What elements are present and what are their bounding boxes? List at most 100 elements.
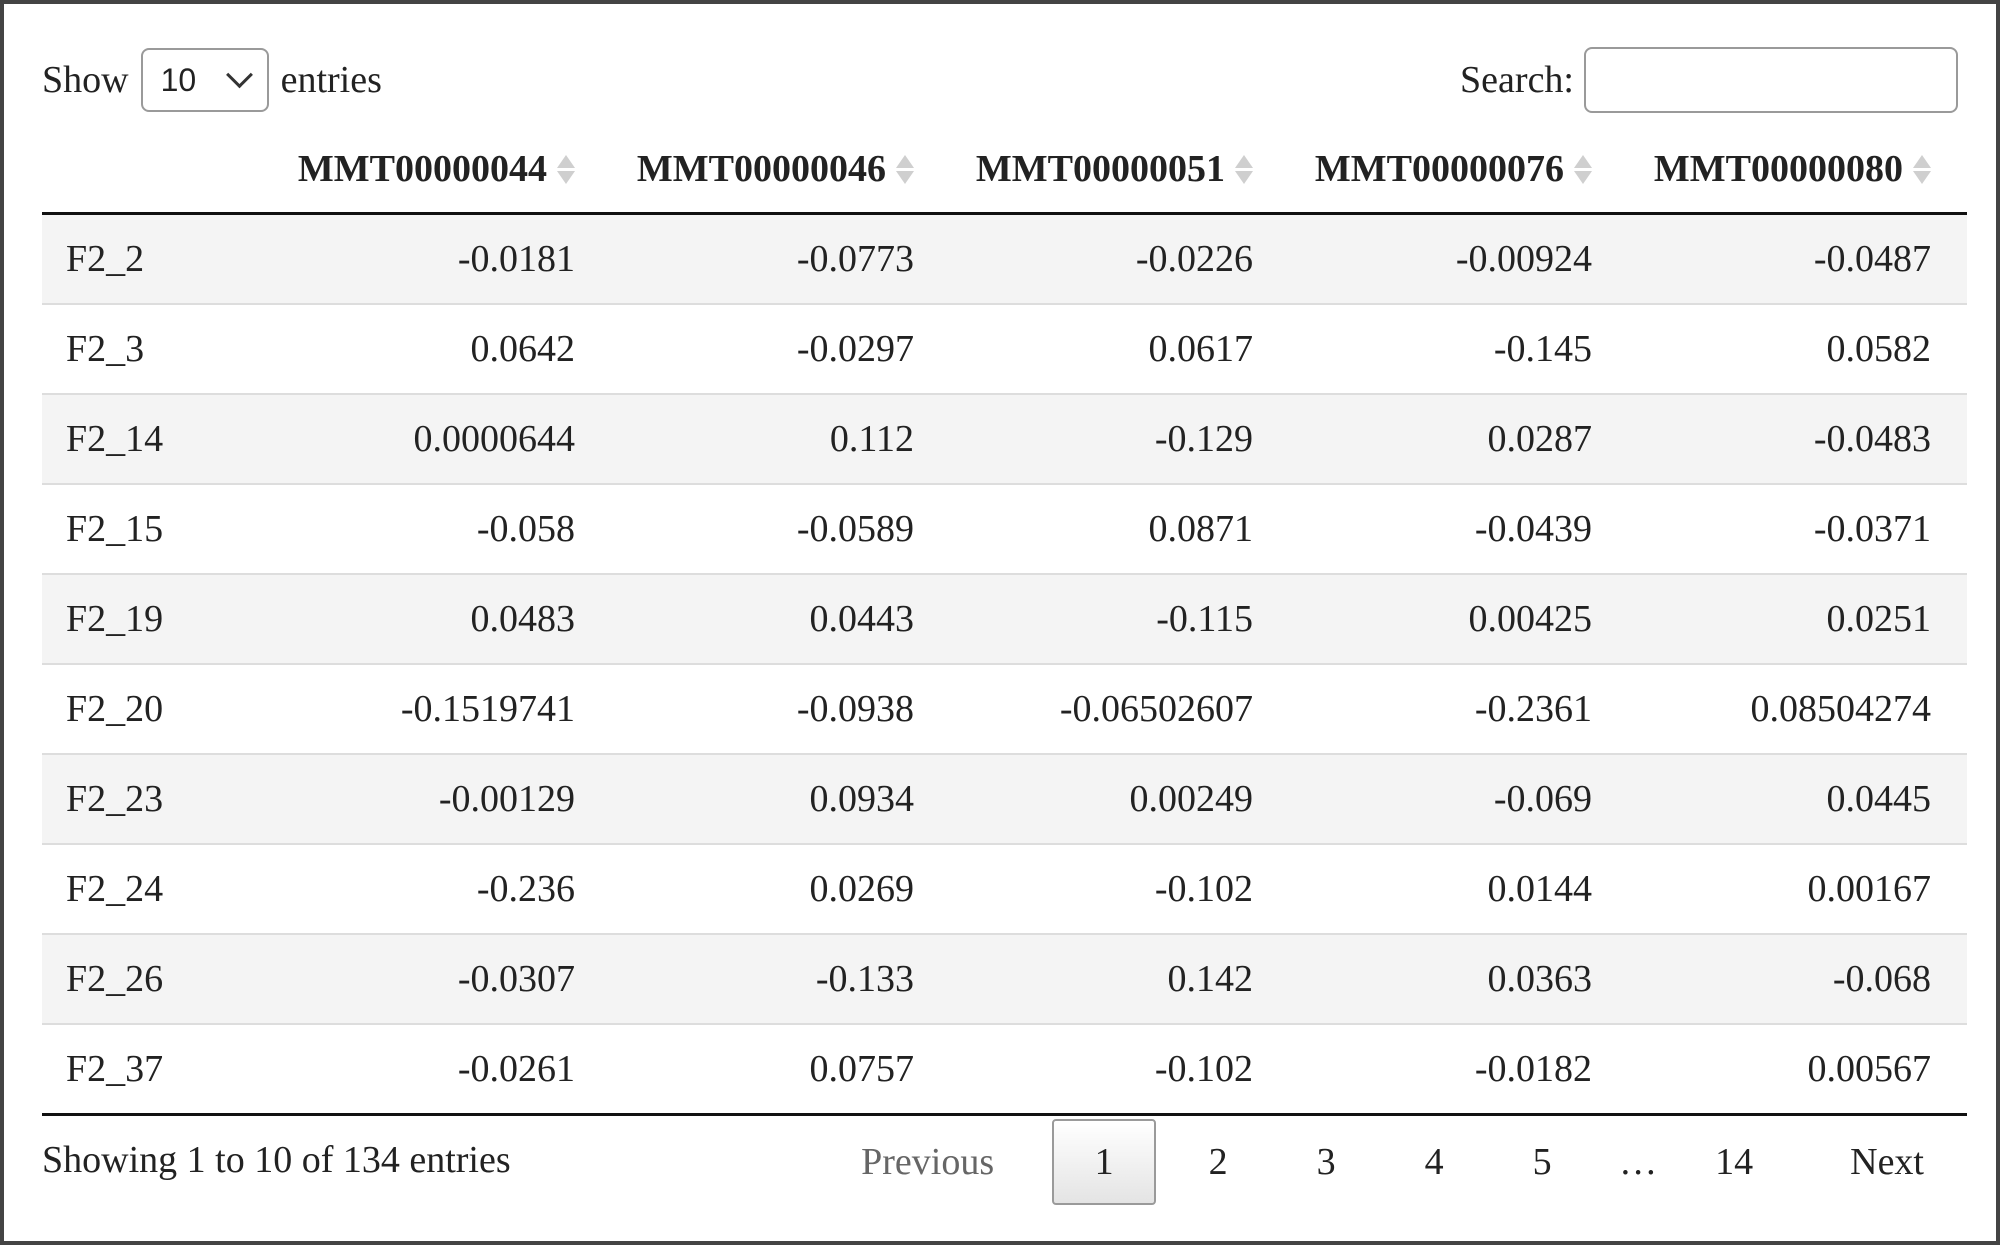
table-row: F2_20 -0.1519741 -0.0938 -0.06502607 -0.2361… [42, 663, 1967, 754]
table-cell: -0.0307 [272, 933, 611, 1024]
pagination: Previous 1 2 3 4 5 … 14 Next [811, 1118, 1936, 1206]
table-cell: 0.0642 [272, 303, 611, 394]
sort-desc-icon [557, 170, 575, 184]
table-cell: -0.00129 [272, 753, 611, 844]
page-button-1[interactable]: 1 [1052, 1119, 1157, 1205]
sort-icon [1574, 154, 1592, 184]
table-cell: -0.0261 [272, 1023, 611, 1116]
table-cell: -0.0226 [950, 213, 1289, 304]
previous-page-button[interactable]: Previous [861, 1141, 995, 1183]
table-cell: 0.142 [950, 933, 1289, 1024]
table-row: F2_15 -0.058 -0.0589 0.0871 -0.0439 -0.0371 [42, 483, 1967, 574]
table-row: F2_14 0.0000644 0.112 -0.129 0.0287 -0.0483 [42, 393, 1967, 484]
column-header[interactable]: MMT00000044 [272, 126, 611, 215]
table-cell: -0.0439 [1289, 483, 1628, 574]
sort-icon [1235, 154, 1253, 184]
table-header: MMT00000044 MMT00000046 MMT00000051 MMT0000… [42, 126, 1967, 215]
table-row: F2_23 -0.00129 0.0934 0.00249 -0.069 0.0445 [42, 753, 1967, 844]
table-cell: -0.06502607 [950, 663, 1289, 754]
column-header-label: MMT00000080 [1653, 148, 1903, 190]
table-cell: -0.145 [1289, 303, 1628, 394]
sort-asc-icon [896, 154, 914, 168]
column-header[interactable]: MMT00000046 [611, 126, 950, 215]
row-name-cell: F2_23 [42, 753, 272, 844]
entries-per-page-select[interactable]: 10 [140, 48, 269, 112]
page-button-14[interactable]: 14 [1715, 1141, 1754, 1183]
column-header[interactable]: MMT00000076 [1289, 126, 1628, 215]
search-input[interactable] [1584, 47, 1958, 113]
table-cell: 0.0483 [272, 573, 611, 664]
table-cell: -0.102 [950, 1023, 1289, 1116]
table-cell: -0.1519741 [272, 663, 611, 754]
table-cell: -0.0487 [1628, 213, 1967, 304]
row-name-cell: F2_24 [42, 843, 272, 934]
column-header-content: MMT00000076 [1315, 147, 1592, 191]
page-button-3[interactable]: 3 [1316, 1141, 1336, 1183]
table-cell: 0.0144 [1289, 843, 1628, 934]
data-table: MMT00000044 MMT00000046 MMT00000051 MMT0000… [42, 126, 1967, 1116]
table-cell: -0.068 [1628, 933, 1967, 1024]
table-cell: -0.0938 [611, 663, 950, 754]
column-header-content: MMT00000044 [298, 147, 575, 191]
row-name-cell: F2_14 [42, 393, 272, 484]
chevron-down-icon [225, 60, 253, 88]
row-name-cell: F2_2 [42, 213, 272, 304]
table-cell: 0.0871 [950, 483, 1289, 574]
row-name-cell: F2_15 [42, 483, 272, 574]
page-button-5[interactable]: 5 [1532, 1141, 1552, 1183]
table-row: F2_2 -0.0181 -0.0773 -0.0226 -0.00924 -0.0487 [42, 213, 1967, 304]
table-cell: -0.00924 [1289, 213, 1628, 304]
sort-icon [1913, 154, 1931, 184]
column-header-label: MMT00000044 [297, 148, 547, 190]
table-cell: 0.0251 [1628, 573, 1967, 664]
column-header-content: MMT00000051 [976, 147, 1253, 191]
table-row: F2_3 0.0642 -0.0297 0.0617 -0.145 0.0582 [42, 303, 1967, 394]
table-cell: 0.0617 [950, 303, 1289, 394]
table-cell: 0.08504274 [1628, 663, 1967, 754]
sort-desc-icon [1235, 170, 1253, 184]
sort-icon [896, 154, 914, 184]
table-cell: 0.0443 [611, 573, 950, 664]
search-control: Search: [1460, 46, 1958, 114]
sort-desc-icon [896, 170, 914, 184]
table-cell: 0.0934 [611, 753, 950, 844]
table-cell: 0.00167 [1628, 843, 1967, 934]
column-header[interactable]: MMT00000051 [950, 126, 1289, 215]
sort-asc-icon [1235, 154, 1253, 168]
table-cell: -0.0181 [272, 213, 611, 304]
table-cell: -0.133 [611, 933, 950, 1024]
entries-length-control: Show 10 entries [42, 46, 382, 114]
row-name-cell: F2_20 [42, 663, 272, 754]
page-button-2[interactable]: 2 [1208, 1141, 1228, 1183]
sort-asc-icon [1913, 154, 1931, 168]
table-cell: -0.115 [950, 573, 1289, 664]
header-row: MMT00000044 MMT00000046 MMT00000051 MMT0000… [42, 126, 1967, 215]
sort-desc-icon [1913, 170, 1931, 184]
table-row: F2_24 -0.236 0.0269 -0.102 0.0144 0.00167 [42, 843, 1967, 934]
column-header-content: MMT00000046 [637, 147, 914, 191]
column-header-label: MMT00000076 [1314, 148, 1564, 190]
column-header-label: MMT00000051 [975, 148, 1225, 190]
column-header-label: MMT00000046 [636, 148, 886, 190]
table-cell: -0.102 [950, 843, 1289, 934]
table-cell: 0.00249 [950, 753, 1289, 844]
table-cell: -0.0483 [1628, 393, 1967, 484]
table-cell: 0.00567 [1628, 1023, 1967, 1116]
sort-asc-icon [557, 154, 575, 168]
table-cell: 0.0445 [1628, 753, 1967, 844]
page-button-4[interactable]: 4 [1424, 1141, 1444, 1183]
table-body: F2_2 -0.0181 -0.0773 -0.0226 -0.00924 -0.0487… [42, 213, 1967, 1116]
table-cell: -0.0371 [1628, 483, 1967, 574]
sort-icon [557, 154, 575, 184]
table-cell: -0.0589 [611, 483, 950, 574]
next-page-button[interactable]: Next [1850, 1141, 1924, 1183]
column-header[interactable]: MMT00000080 [1628, 126, 1967, 215]
entries-per-page-value: 10 [160, 61, 197, 98]
show-label: Show [42, 59, 129, 101]
sort-asc-icon [1574, 154, 1592, 168]
table-cell: -0.058 [272, 483, 611, 574]
table-row: F2_26 -0.0307 -0.133 0.142 0.0363 -0.068 [42, 933, 1967, 1024]
table-cell: 0.00425 [1289, 573, 1628, 664]
row-name-cell: F2_19 [42, 573, 272, 664]
column-header-content: MMT00000080 [1654, 147, 1931, 191]
